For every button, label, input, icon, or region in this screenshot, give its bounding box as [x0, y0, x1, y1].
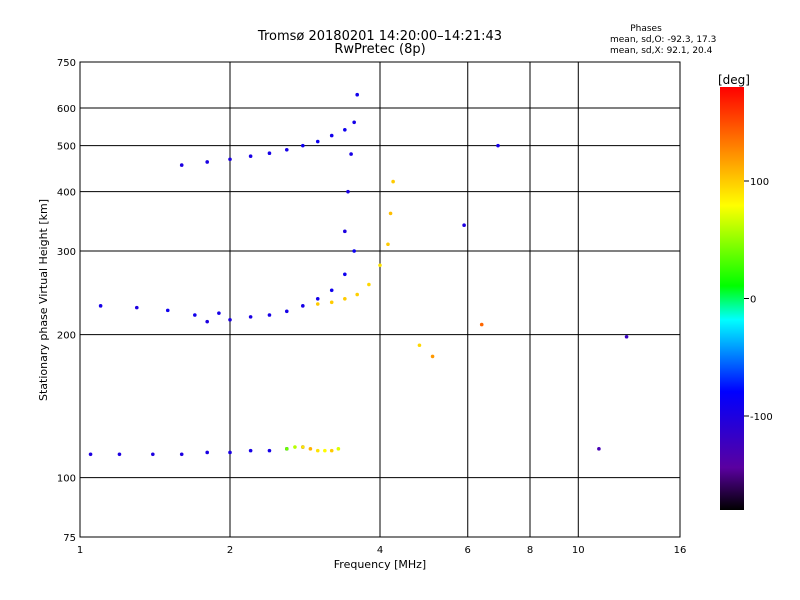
- echo-point: [343, 296, 347, 301]
- phases-x-stats: mean, sd,X: 92.1, 20.4: [610, 46, 713, 56]
- y-tick-labels: 75 100 200 300 400 500 600 750: [57, 58, 76, 544]
- echo-point: [315, 448, 320, 453]
- echo-point: [179, 452, 184, 457]
- y-tick-label: 500: [57, 142, 76, 153]
- chart-subtitle: RwPretec (8p): [334, 42, 425, 57]
- echo-point: [386, 242, 390, 247]
- echo-point: [479, 322, 484, 327]
- x-tick-label: 16: [674, 545, 687, 556]
- phases-o-stats: mean, sd,O: -92.3, 17.3: [610, 35, 716, 45]
- echo-point: [391, 179, 395, 184]
- x-tick-labels: 1 2 4 6 8 10 16: [77, 545, 687, 556]
- echo-point: [346, 189, 350, 194]
- echo-point: [228, 317, 232, 322]
- x-axis-label: Frequency [MHz]: [334, 558, 426, 571]
- echo-point: [205, 450, 209, 455]
- echo-point: [349, 152, 353, 156]
- y-tick-label: 750: [57, 58, 76, 69]
- phases-legend: Phases mean, sd,O: -92.3, 17.3 mean, sd,…: [610, 24, 716, 56]
- echo-point: [462, 223, 466, 228]
- x-tick-label: 2: [227, 545, 233, 556]
- y-tick-label: 300: [57, 247, 76, 258]
- echo-point: [597, 447, 601, 451]
- colorbar-ticks: 100 0 -100: [744, 177, 773, 423]
- colorbar: [deg] 100 0 -100: [718, 73, 773, 510]
- echo-point: [336, 447, 341, 451]
- echo-point: [430, 354, 435, 359]
- colorbar-tick-label: 100: [750, 177, 769, 188]
- x-tick-label: 8: [527, 545, 533, 556]
- echo-point: [134, 305, 139, 310]
- echo-point: [267, 151, 272, 156]
- echo-point: [378, 263, 382, 268]
- colorbar-tick-label: -100: [750, 412, 773, 423]
- echo-point: [117, 452, 122, 457]
- echo-point: [315, 296, 320, 301]
- echo-point: [228, 450, 232, 455]
- echo-point: [323, 448, 327, 453]
- phases-heading: Phases: [630, 24, 662, 34]
- y-axis-label: Stationary phase Virtual Height [km]: [37, 199, 50, 401]
- echo-point: [267, 313, 272, 317]
- x-tick-label: 10: [572, 545, 585, 556]
- echo-point: [301, 143, 305, 148]
- echo-point: [343, 127, 347, 132]
- echo-point: [315, 302, 320, 306]
- echo-point: [329, 288, 334, 293]
- echo-point: [267, 448, 272, 453]
- y-tick-label: 100: [57, 474, 76, 485]
- echo-point: [308, 447, 313, 451]
- echo-point: [343, 272, 347, 277]
- data-points: [88, 92, 629, 457]
- echo-point: [315, 139, 320, 144]
- echo-point: [624, 334, 629, 339]
- y-tick-label: 75: [63, 533, 76, 544]
- echo-point: [88, 452, 93, 457]
- colorbar-gradient: [720, 87, 744, 510]
- plot-frame: [79, 61, 681, 538]
- echo-point: [205, 160, 209, 164]
- echo-point: [284, 148, 289, 152]
- echo-point: [228, 157, 232, 162]
- echo-point: [496, 143, 500, 148]
- echo-point: [352, 120, 356, 125]
- colorbar-tick-label: 0: [750, 295, 756, 306]
- y-tick-label: 400: [57, 188, 76, 199]
- echo-point: [343, 229, 347, 234]
- echo-point: [329, 300, 334, 305]
- echo-point: [355, 292, 359, 297]
- echo-point: [355, 92, 359, 97]
- echo-point: [329, 448, 334, 453]
- echo-point: [417, 343, 422, 348]
- y-tick-label: 200: [57, 331, 76, 342]
- echo-point: [284, 309, 289, 314]
- echo-point: [329, 133, 334, 138]
- echo-point: [179, 163, 184, 167]
- echo-point: [352, 249, 356, 253]
- echo-point: [248, 315, 253, 319]
- echo-point: [248, 154, 253, 159]
- echo-point: [284, 447, 289, 451]
- echo-point: [367, 282, 371, 287]
- echo-point: [293, 445, 297, 449]
- echo-point: [388, 211, 393, 216]
- x-tick-label: 4: [377, 545, 383, 556]
- echo-point: [151, 452, 155, 457]
- echo-point: [165, 308, 170, 313]
- x-tick-label: 6: [465, 545, 471, 556]
- echo-point: [205, 319, 209, 324]
- plot-grid: [79, 61, 681, 538]
- echo-point: [248, 448, 253, 453]
- x-tick-label: 1: [77, 545, 83, 556]
- y-tick-label: 600: [57, 104, 76, 115]
- echo-point: [301, 445, 305, 449]
- echo-point: [193, 313, 197, 317]
- echo-point: [217, 311, 221, 315]
- chart-title: Tromsø 20180201 14:20:00–14:21:43: [257, 29, 502, 44]
- colorbar-label: [deg]: [718, 73, 750, 87]
- echo-point: [98, 304, 103, 308]
- echo-point: [301, 304, 305, 308]
